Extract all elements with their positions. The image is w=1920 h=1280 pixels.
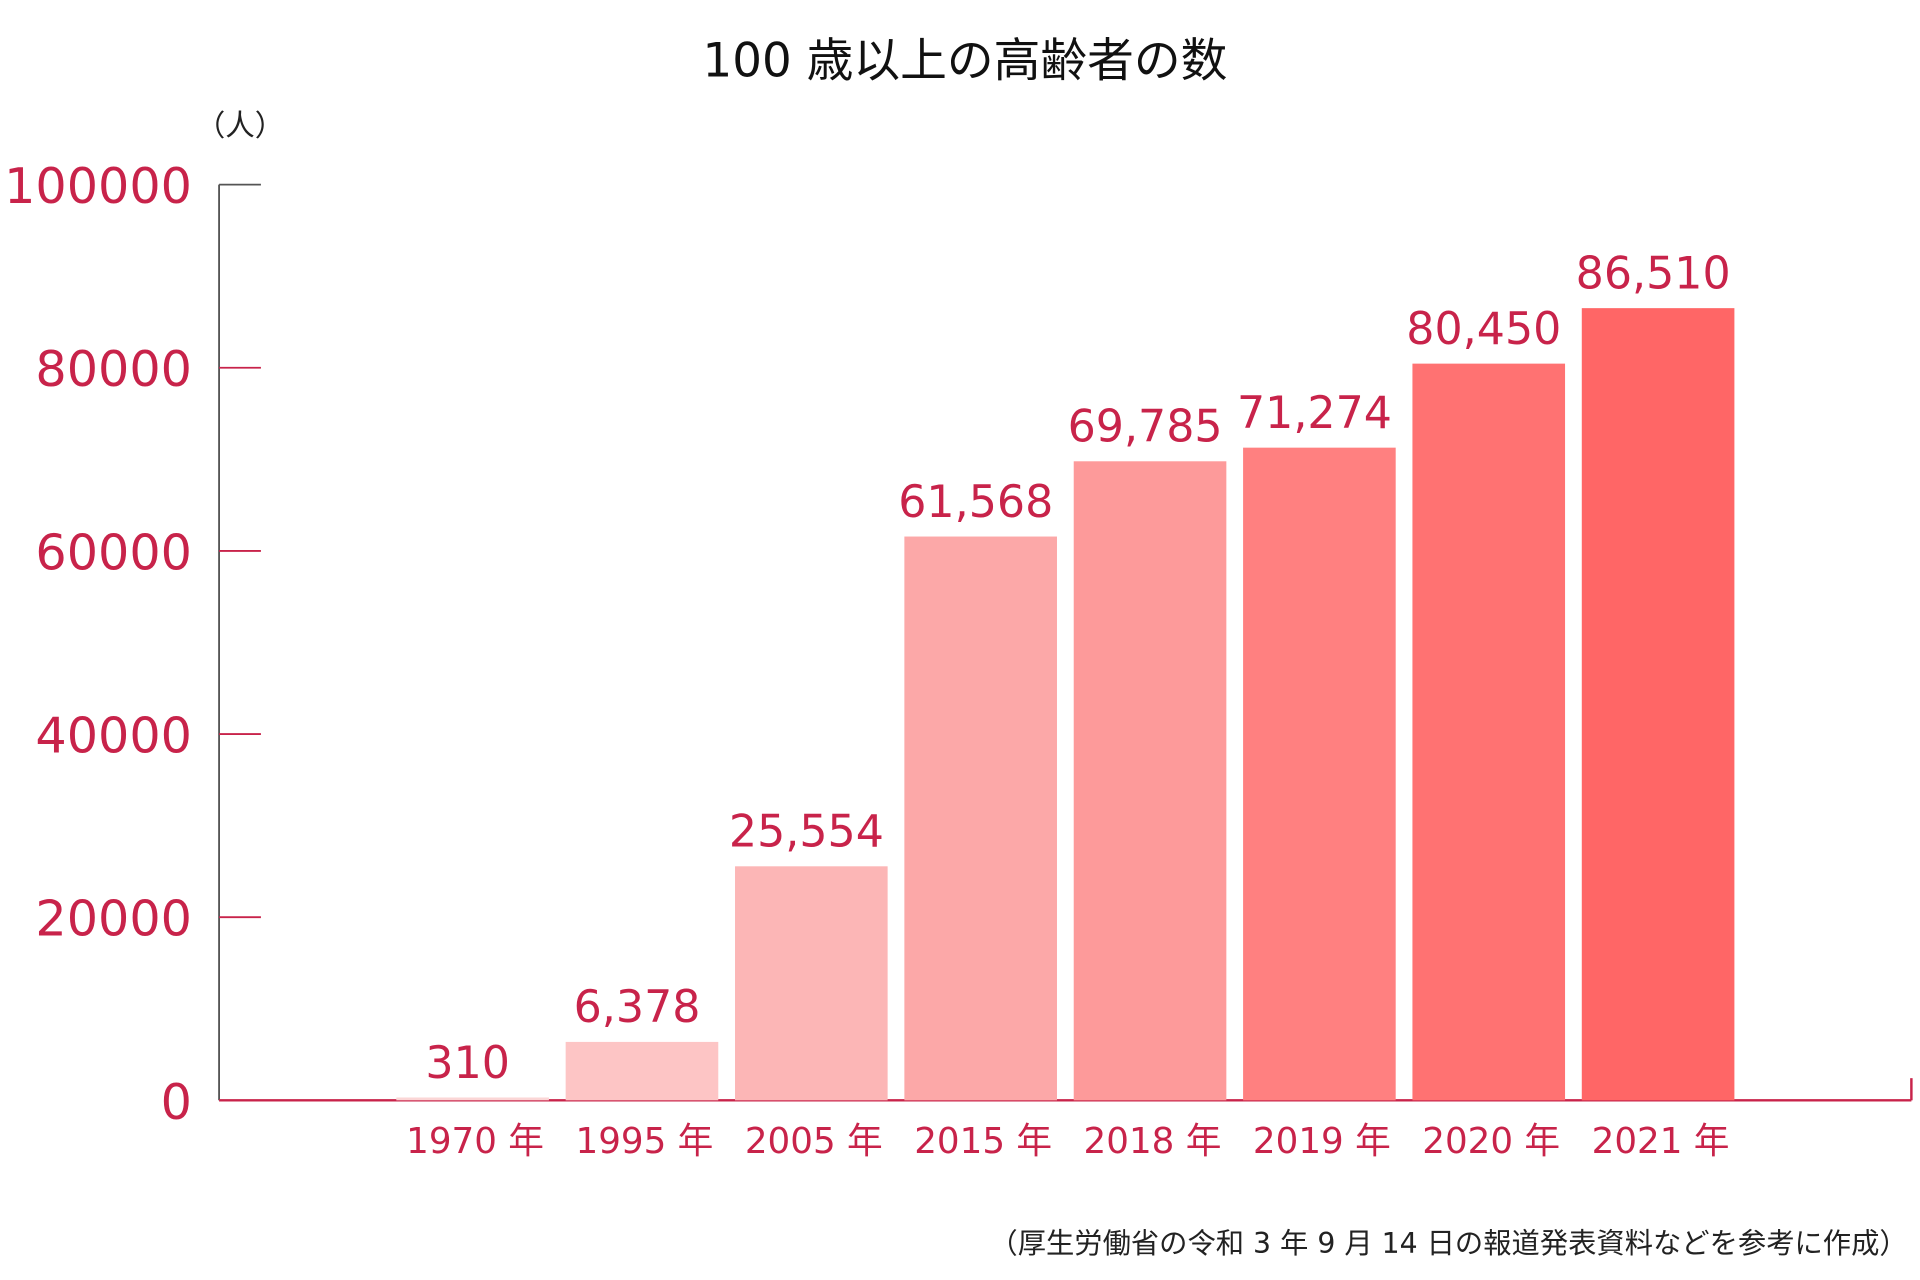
y-tick-label: 20000 — [35, 890, 192, 948]
data-label: 6,378 — [574, 982, 701, 1033]
y-tick-label: 100000 — [4, 157, 192, 215]
y-tick-label: 60000 — [35, 523, 192, 581]
y-tick-label: 40000 — [35, 706, 192, 764]
data-label: 25,554 — [729, 807, 884, 858]
y-tick-label: 80000 — [35, 340, 192, 398]
x-tick-label: 1995 年 — [576, 1121, 714, 1162]
bar — [735, 866, 888, 1101]
x-tick-label: 2018 年 — [1084, 1121, 1222, 1162]
bar — [1073, 461, 1227, 1101]
x-tick-label: 2005 年 — [745, 1121, 883, 1162]
bar — [1581, 308, 1735, 1101]
bar — [1243, 447, 1396, 1101]
y-axis-unit: （人） — [196, 108, 285, 142]
bar — [565, 1041, 719, 1101]
y-tick-label: 0 — [161, 1073, 192, 1131]
x-tick-label: 2020 年 — [1422, 1121, 1560, 1162]
data-label: 86,510 — [1576, 248, 1731, 299]
data-label: 69,785 — [1068, 402, 1223, 453]
data-label: 61,568 — [898, 477, 1053, 528]
x-tick-label: 2021 年 — [1592, 1121, 1730, 1162]
bar — [1412, 363, 1566, 1101]
data-label: 71,274 — [1237, 388, 1392, 439]
data-label: 80,450 — [1406, 304, 1561, 355]
x-tick-label: 1970 年 — [406, 1121, 544, 1162]
data-label: 310 — [425, 1038, 510, 1089]
bar — [904, 536, 1057, 1101]
bar — [396, 1097, 549, 1101]
x-tick-label: 2015 年 — [914, 1121, 1052, 1162]
chart-title: 100 歳以上の高齢者の数 — [703, 34, 1228, 88]
x-tick-label: 2019 年 — [1253, 1121, 1391, 1162]
source-note: （厚生労働省の令和 3 年 9 月 14 日の報道発表資料などを参考に作成） — [989, 1227, 1907, 1260]
